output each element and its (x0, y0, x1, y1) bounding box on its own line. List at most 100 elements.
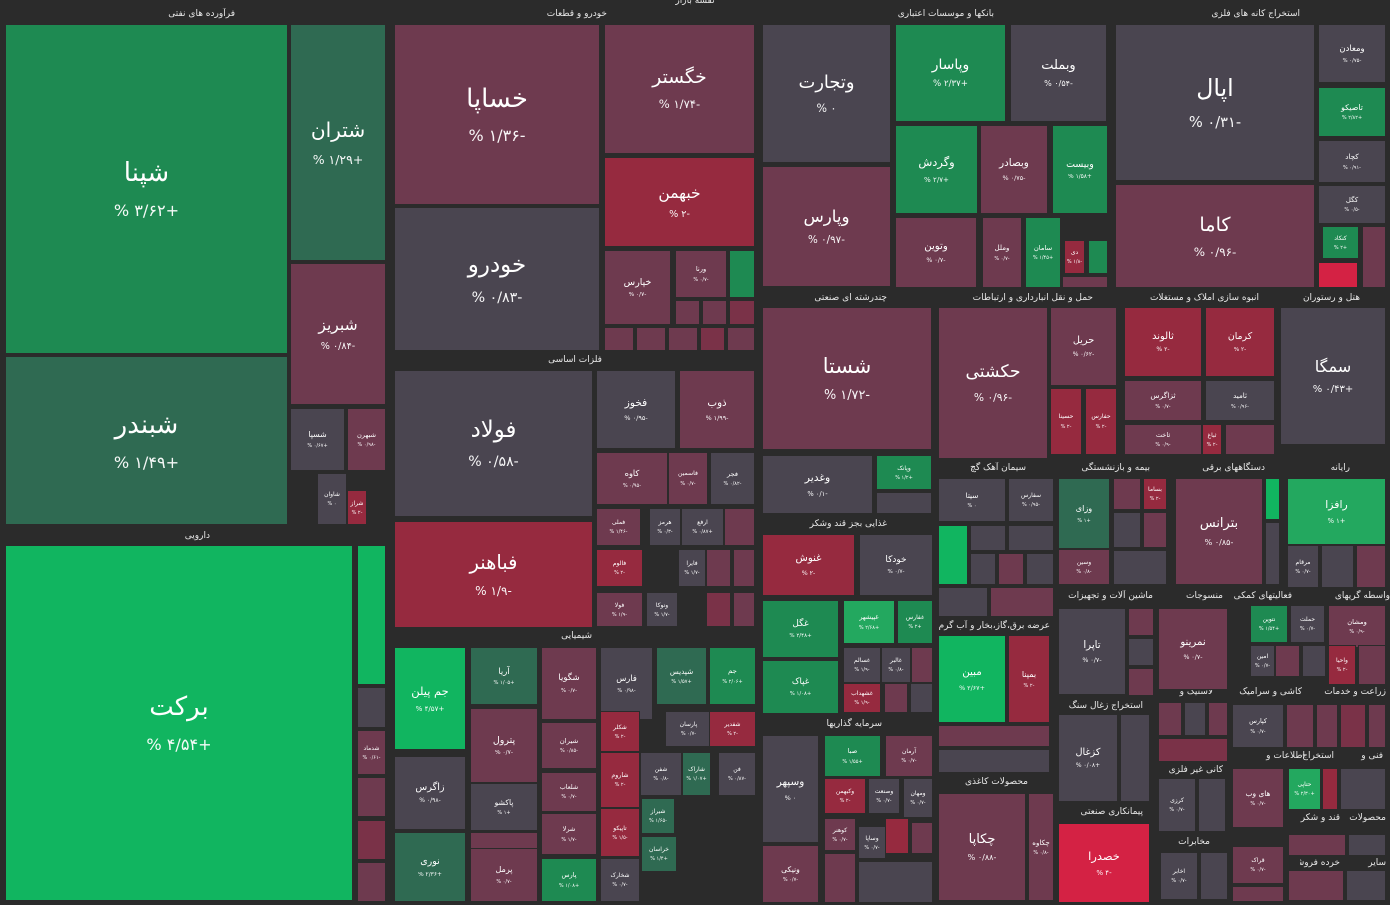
ticker-tile[interactable]: شخارک -۰/۷ % (600, 858, 640, 902)
ticker-tile[interactable] (910, 683, 933, 713)
ticker-tile[interactable] (1200, 852, 1228, 900)
ticker-tile[interactable]: کچاد -۰/۹۱ % (1318, 140, 1386, 183)
ticker-tile[interactable]: ومهان -۰/۷ % (903, 778, 933, 818)
ticker-tile[interactable]: ارفع +۰/۸۷ % (681, 508, 724, 546)
ticker-tile[interactable]: شراز -۲ % (347, 490, 367, 525)
ticker-tile[interactable]: امین -۰/۷ % (1250, 645, 1275, 677)
ticker-tile[interactable]: حتاپی +۲/۳۰ % (1288, 768, 1321, 810)
ticker-tile[interactable]: شاروم -۲ % (600, 752, 640, 808)
ticker-tile[interactable]: وتجارت ۰ % (762, 24, 891, 163)
ticker-tile[interactable] (858, 861, 933, 903)
ticker-tile[interactable]: اپال -۰/۳۱ % (1115, 24, 1315, 181)
ticker-tile[interactable]: پاکشو +۱ % (470, 783, 538, 831)
ticker-tile[interactable] (1128, 608, 1154, 636)
ticker-tile[interactable]: ومشان -۰/۹ % (1328, 605, 1386, 648)
ticker-tile[interactable]: وپانک +۱/۲ % (876, 455, 932, 490)
ticker-tile[interactable] (1346, 870, 1386, 901)
ticker-tile[interactable] (702, 300, 727, 325)
ticker-tile[interactable]: چکاوه -۰/۸ % (1028, 793, 1054, 901)
ticker-tile[interactable]: ذوب -۱/۹۹ % (679, 370, 755, 449)
ticker-tile[interactable]: غشهداب -۱/۹ % (843, 683, 881, 713)
ticker-tile[interactable]: غگل +۲/۴۸ % (762, 600, 839, 658)
ticker-tile[interactable] (1321, 545, 1354, 588)
ticker-tile[interactable]: قراک -۰/۷ % (1232, 846, 1284, 884)
ticker-tile[interactable]: وبیست +۱/۵۸ % (1052, 125, 1108, 214)
ticker-tile[interactable] (1120, 714, 1150, 802)
ticker-tile[interactable]: نوری +۲/۳۶ % (394, 832, 466, 902)
ticker-tile[interactable]: ثزاگرس -۰/۷ % (1124, 380, 1202, 421)
ticker-tile[interactable] (1225, 424, 1275, 455)
ticker-tile[interactable] (700, 327, 725, 351)
ticker-tile[interactable]: وغدیر -۰/۱ % (762, 455, 873, 514)
ticker-tile[interactable]: کرزی -۰/۷ % (1158, 778, 1196, 832)
ticker-tile[interactable]: ثامید -۰/۹۶ % (1205, 380, 1275, 421)
ticker-tile[interactable]: وساپا -۰/۷ % (858, 826, 886, 859)
ticker-tile[interactable] (727, 327, 755, 351)
ticker-tile[interactable] (1275, 645, 1300, 677)
ticker-tile[interactable] (1288, 870, 1344, 901)
ticker-tile[interactable]: وبملت -۰/۵۴ % (1010, 24, 1107, 122)
ticker-tile[interactable]: شپنا +۳/۶۲ % (5, 24, 288, 354)
ticker-tile[interactable] (1062, 276, 1108, 288)
ticker-tile[interactable] (990, 587, 1054, 617)
ticker-tile[interactable]: سمگا +۰/۴۳ % (1280, 307, 1386, 445)
ticker-tile[interactable]: شبریز -۰/۸۴ % (290, 263, 386, 405)
ticker-tile[interactable] (357, 862, 386, 902)
ticker-tile[interactable]: فخوز -۰/۹۵ % (596, 370, 676, 449)
ticker-tile[interactable]: فن -۰/۸۷ % (718, 752, 756, 796)
ticker-tile[interactable] (1088, 240, 1108, 274)
ticker-tile[interactable] (675, 300, 700, 325)
ticker-tile[interactable]: رافزا +۱ % (1287, 478, 1386, 545)
ticker-tile[interactable]: کگل -۰/۵ % (1318, 185, 1386, 224)
ticker-tile[interactable]: بمپنا -۲ % (1008, 635, 1050, 723)
ticker-tile[interactable]: ورنا -۰/۷ % (675, 250, 727, 298)
ticker-tile[interactable]: وتوین -۰/۷ % (895, 217, 977, 288)
ticker-tile[interactable]: شیران -۰/۸۵ % (541, 722, 597, 769)
ticker-tile[interactable]: شتران +۱/۲۹ % (290, 24, 386, 261)
ticker-tile[interactable]: غفارس +۲ % (897, 600, 933, 644)
ticker-tile[interactable] (876, 492, 932, 514)
ticker-tile[interactable]: نتوین +۱/۵۴ % (1250, 605, 1288, 643)
ticker-tile[interactable]: سامان +۱/۴۵ % (1025, 217, 1061, 288)
ticker-tile[interactable]: شدماد -۰/۶۱ % (357, 730, 386, 775)
ticker-tile[interactable]: ونیکی -۰/۷ % (762, 845, 819, 903)
ticker-tile[interactable]: خبهمن -۲ % (604, 157, 755, 247)
ticker-tile[interactable]: وسپهر ۰ % (762, 735, 819, 843)
ticker-tile[interactable] (1208, 702, 1228, 736)
ticker-tile[interactable] (824, 853, 856, 903)
ticker-tile[interactable] (1113, 478, 1141, 510)
ticker-tile[interactable]: فولاد -۰/۵۸ % (394, 370, 593, 517)
ticker-tile[interactable]: خراسان +۱/۴ % (641, 836, 677, 872)
ticker-tile[interactable]: حملت -۰/۷ % (1290, 605, 1325, 643)
ticker-tile[interactable]: وپاسار +۲/۳۷ % (895, 24, 1006, 122)
ticker-tile[interactable] (733, 549, 755, 587)
ticker-tile[interactable] (1158, 702, 1182, 736)
ticker-tile[interactable] (357, 820, 386, 860)
ticker-tile[interactable] (1316, 704, 1338, 748)
ticker-tile[interactable]: حسینا -۲ % (1050, 388, 1082, 455)
ticker-tile[interactable]: وپارس -۰/۹۷ % (762, 166, 891, 287)
ticker-tile[interactable]: شاوان ۰ % (317, 473, 347, 525)
ticker-tile[interactable] (938, 525, 968, 585)
ticker-tile[interactable]: وکبهمن -۲ % (824, 778, 866, 814)
ticker-tile[interactable]: غپاک +۱/۰۸ % (762, 660, 839, 714)
ticker-tile[interactable]: شبهرن -۰/۹۸ % (347, 408, 386, 471)
ticker-tile[interactable] (724, 508, 755, 546)
ticker-tile[interactable]: شبندر +۱/۴۹ % (5, 356, 288, 525)
ticker-tile[interactable]: شفن -۰/۸ % (640, 752, 682, 796)
ticker-tile[interactable]: وسین -۰/۸ % (1058, 549, 1110, 585)
ticker-tile[interactable]: غنوش -۲ % (762, 534, 855, 596)
ticker-tile[interactable]: شپدیس +۱/۵۷ % (656, 647, 707, 705)
ticker-tile[interactable]: سفارس -۰/۹۵ % (1008, 478, 1054, 522)
ticker-tile[interactable]: پترول -۰/۷ % (470, 708, 538, 783)
ticker-tile[interactable] (998, 553, 1024, 585)
ticker-tile[interactable]: شاراک +۱/۰۷ % (682, 752, 711, 796)
ticker-tile[interactable]: حفارس -۲ % (1085, 388, 1117, 455)
ticker-tile[interactable]: ثالوند -۲ % (1124, 307, 1202, 377)
ticker-tile[interactable]: زاگرس -۰/۹۸ % (394, 756, 466, 830)
ticker-tile[interactable] (357, 545, 386, 685)
ticker-tile[interactable] (1113, 512, 1141, 548)
ticker-tile[interactable]: شفدیر -۲ % (709, 711, 756, 747)
ticker-tile[interactable] (1128, 638, 1154, 666)
ticker-tile[interactable] (636, 327, 666, 351)
